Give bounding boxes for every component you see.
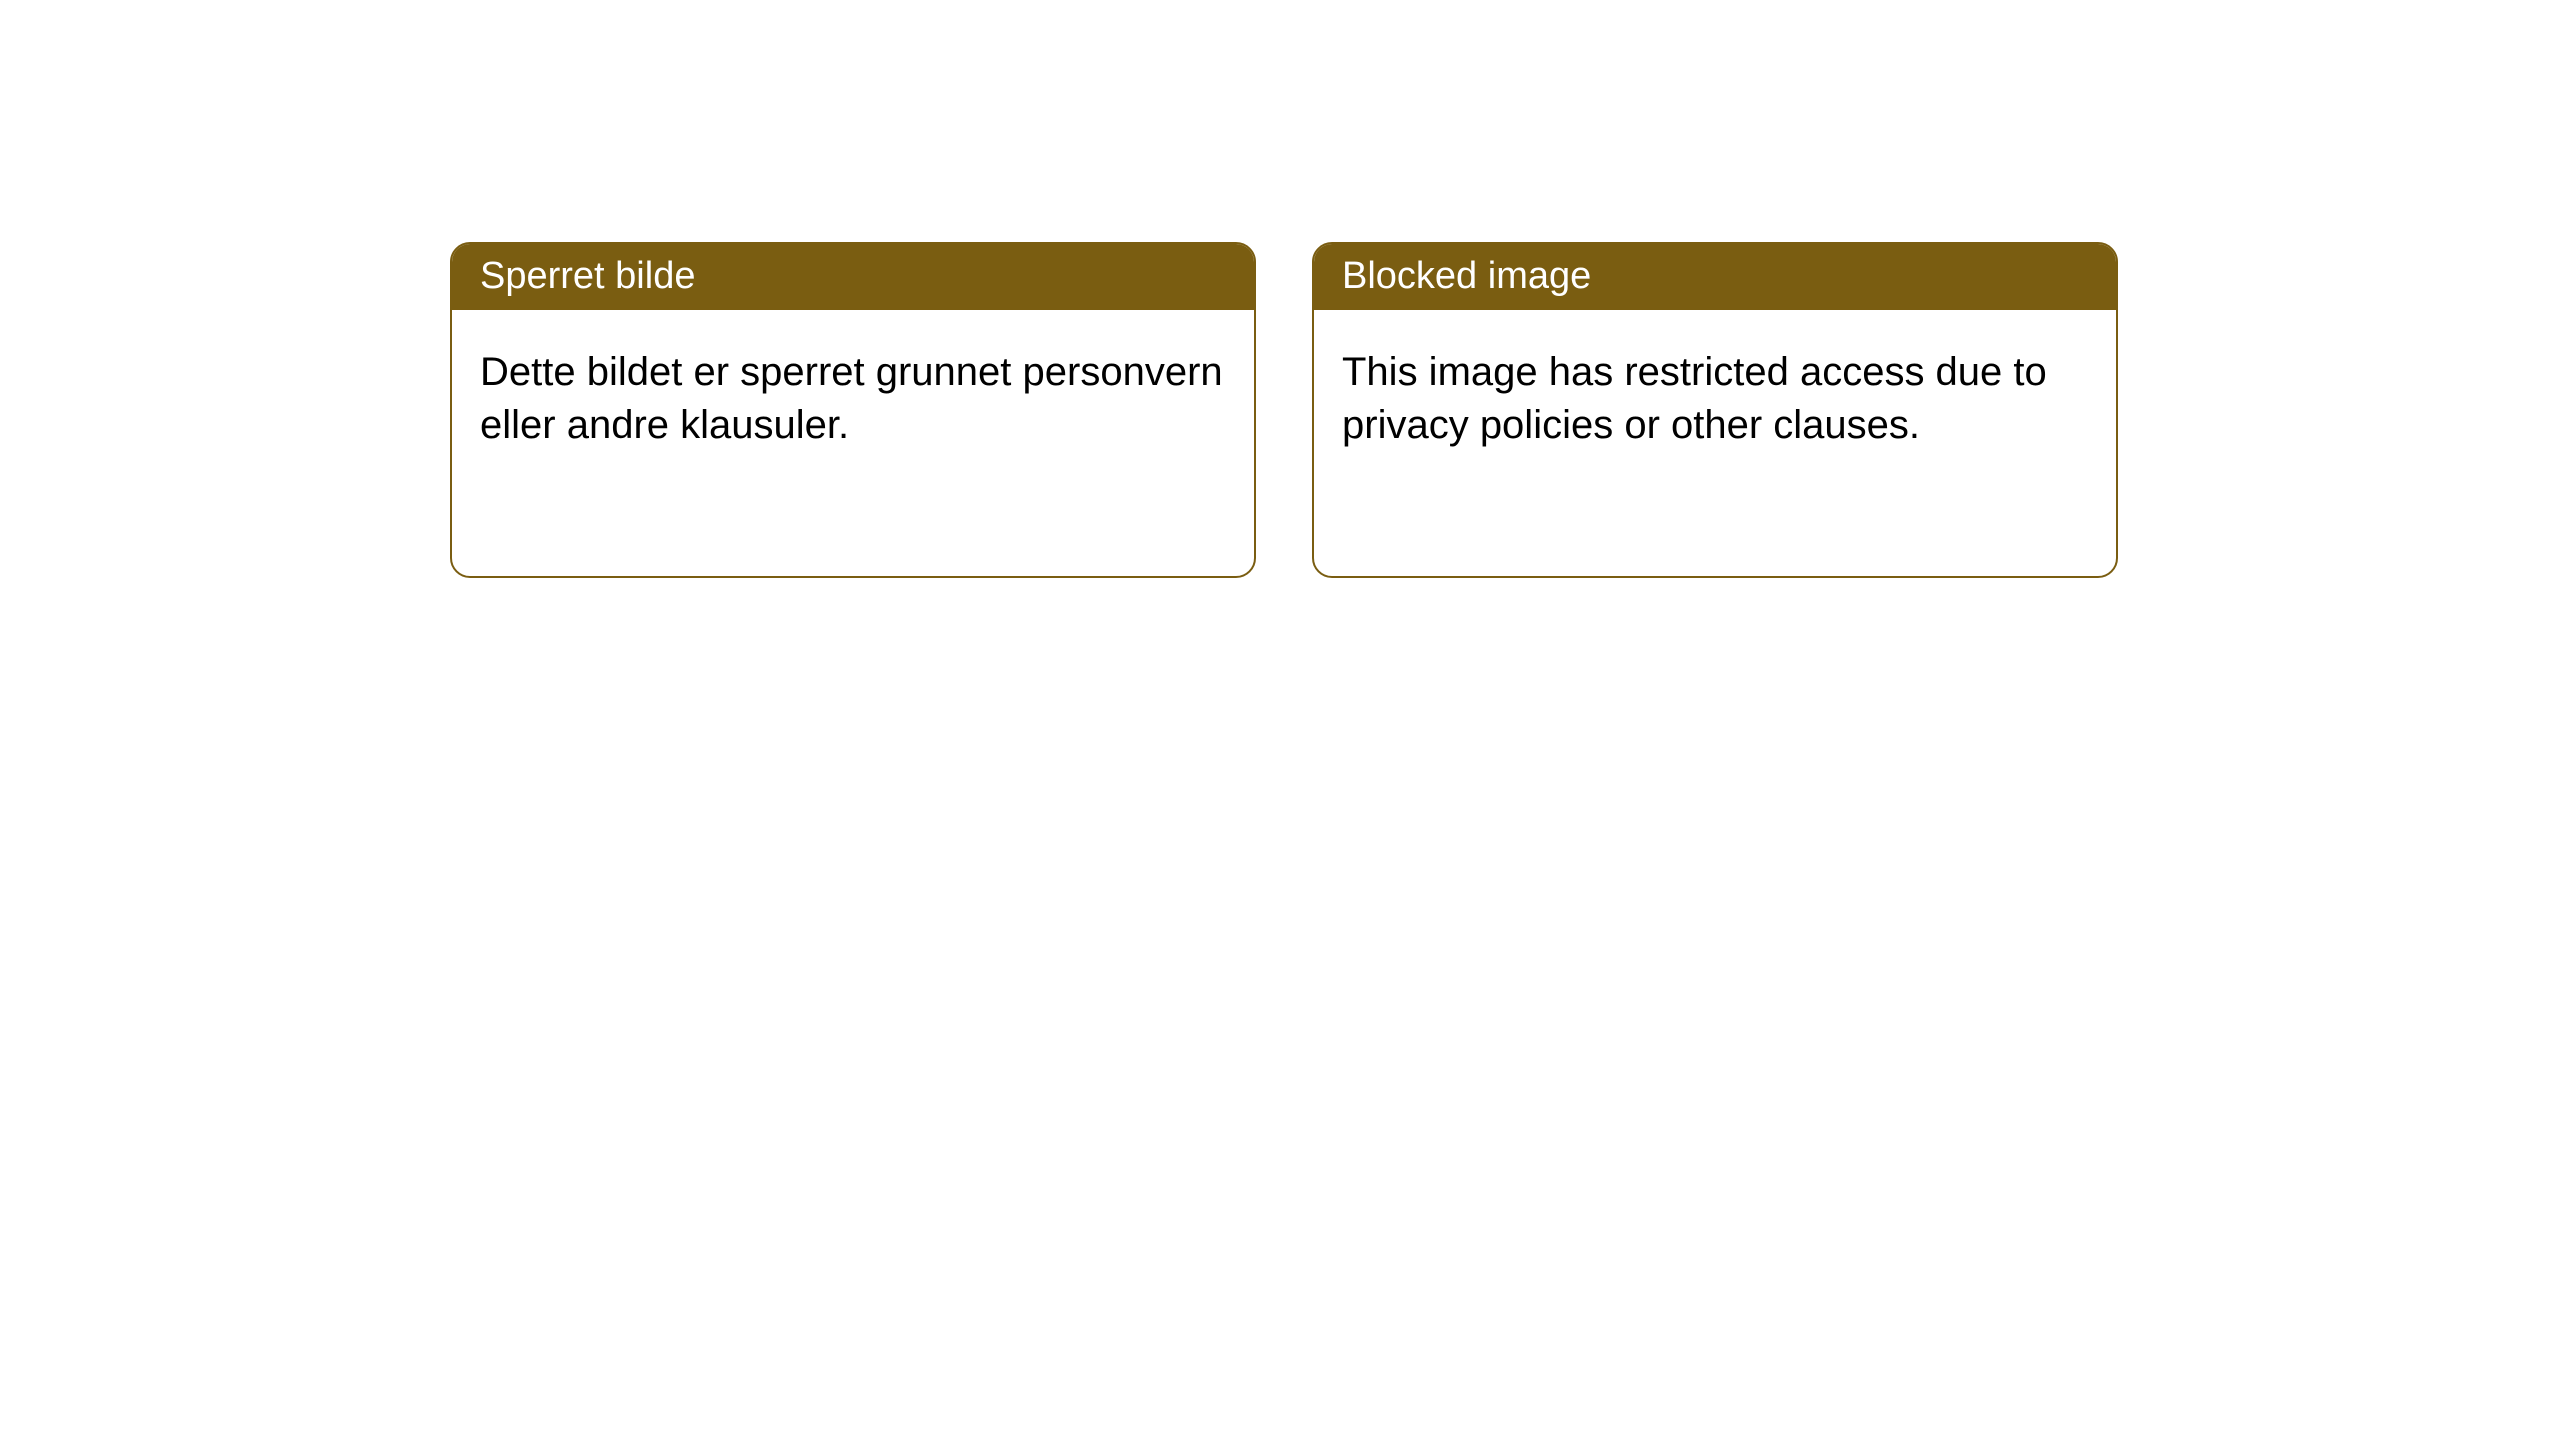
notice-card-norwegian: Sperret bilde Dette bildet er sperret gr… (450, 242, 1256, 578)
card-body: This image has restricted access due to … (1314, 310, 2116, 488)
card-header: Sperret bilde (452, 244, 1254, 310)
notice-card-english: Blocked image This image has restricted … (1312, 242, 2118, 578)
notice-cards-container: Sperret bilde Dette bildet er sperret gr… (450, 242, 2118, 578)
card-body-text: This image has restricted access due to … (1342, 350, 2047, 447)
card-header: Blocked image (1314, 244, 2116, 310)
card-header-text: Blocked image (1342, 255, 1591, 297)
card-body-text: Dette bildet er sperret grunnet personve… (480, 350, 1223, 447)
card-body: Dette bildet er sperret grunnet personve… (452, 310, 1254, 488)
card-header-text: Sperret bilde (480, 255, 695, 297)
